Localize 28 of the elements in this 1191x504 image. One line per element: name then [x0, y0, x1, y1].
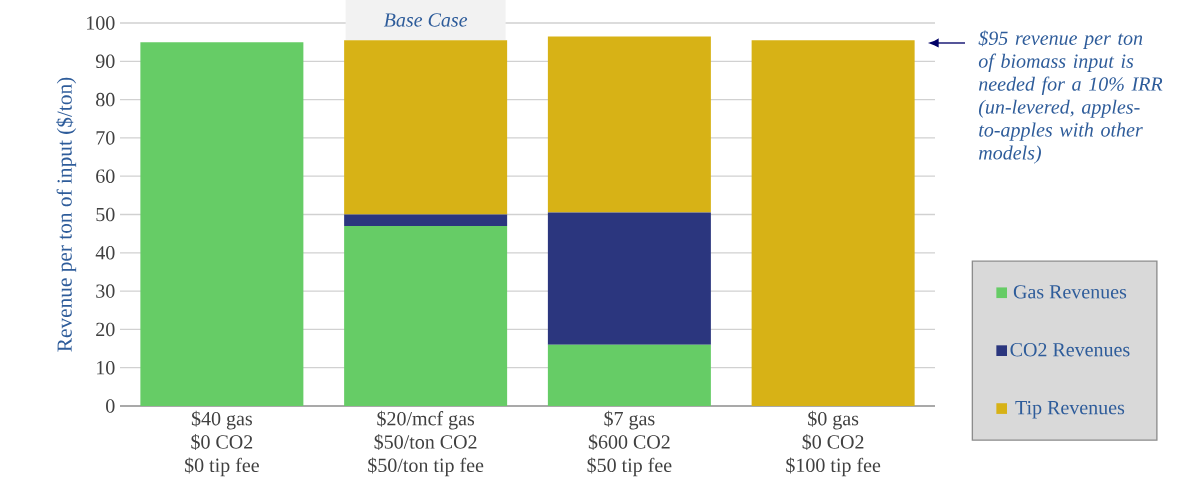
legend-label: Tip Revenues [1015, 400, 1125, 419]
legend-label: Gas Revenues [1013, 285, 1127, 299]
y-tick-label: 60 [96, 169, 115, 183]
y-tick-label: 30 [96, 284, 115, 298]
y-tick-label: 40 [95, 246, 115, 260]
bar [344, 214, 508, 226]
y-tick-label: 80 [96, 92, 115, 107]
legend-label: CO2 Revenues [1010, 343, 1130, 357]
x-tick-label: $40 gas $0 CO2 $0 tip fee [184, 410, 259, 477]
text: $95 revenue per ton of biomass input is needed for a 10% IRR (un-levered, apples-to-apples with other models) [978, 30, 1163, 164]
x-tick-label: $0 gas $0 CO2 $100 tip fee [786, 410, 881, 477]
x-tick-label: $20/mcf gas $50/ton CO2 $50/ton tip fee [368, 410, 484, 477]
y-tick-label: 70 [96, 131, 115, 145]
y-tick-label: 90 [95, 54, 115, 69]
y-axis-title: Revenue per ton of input ($/ton) [56, 77, 77, 352]
x-tick-label: $7 gas $600 CO2 $50 tip fee [587, 410, 672, 477]
y-tick-label: 10 [97, 360, 115, 375]
y-tick-label: 0 [106, 399, 115, 413]
y-tick-label: 100 [87, 16, 115, 30]
bar [547, 344, 711, 406]
y-tick-label: 50 [96, 207, 115, 222]
bar [140, 42, 304, 406]
annotation: Base Case [383, 13, 468, 27]
y-tick-label: 20 [96, 322, 115, 337]
bar [751, 40, 915, 406]
bar [547, 36, 711, 213]
bar [547, 212, 711, 345]
bar [344, 225, 508, 406]
